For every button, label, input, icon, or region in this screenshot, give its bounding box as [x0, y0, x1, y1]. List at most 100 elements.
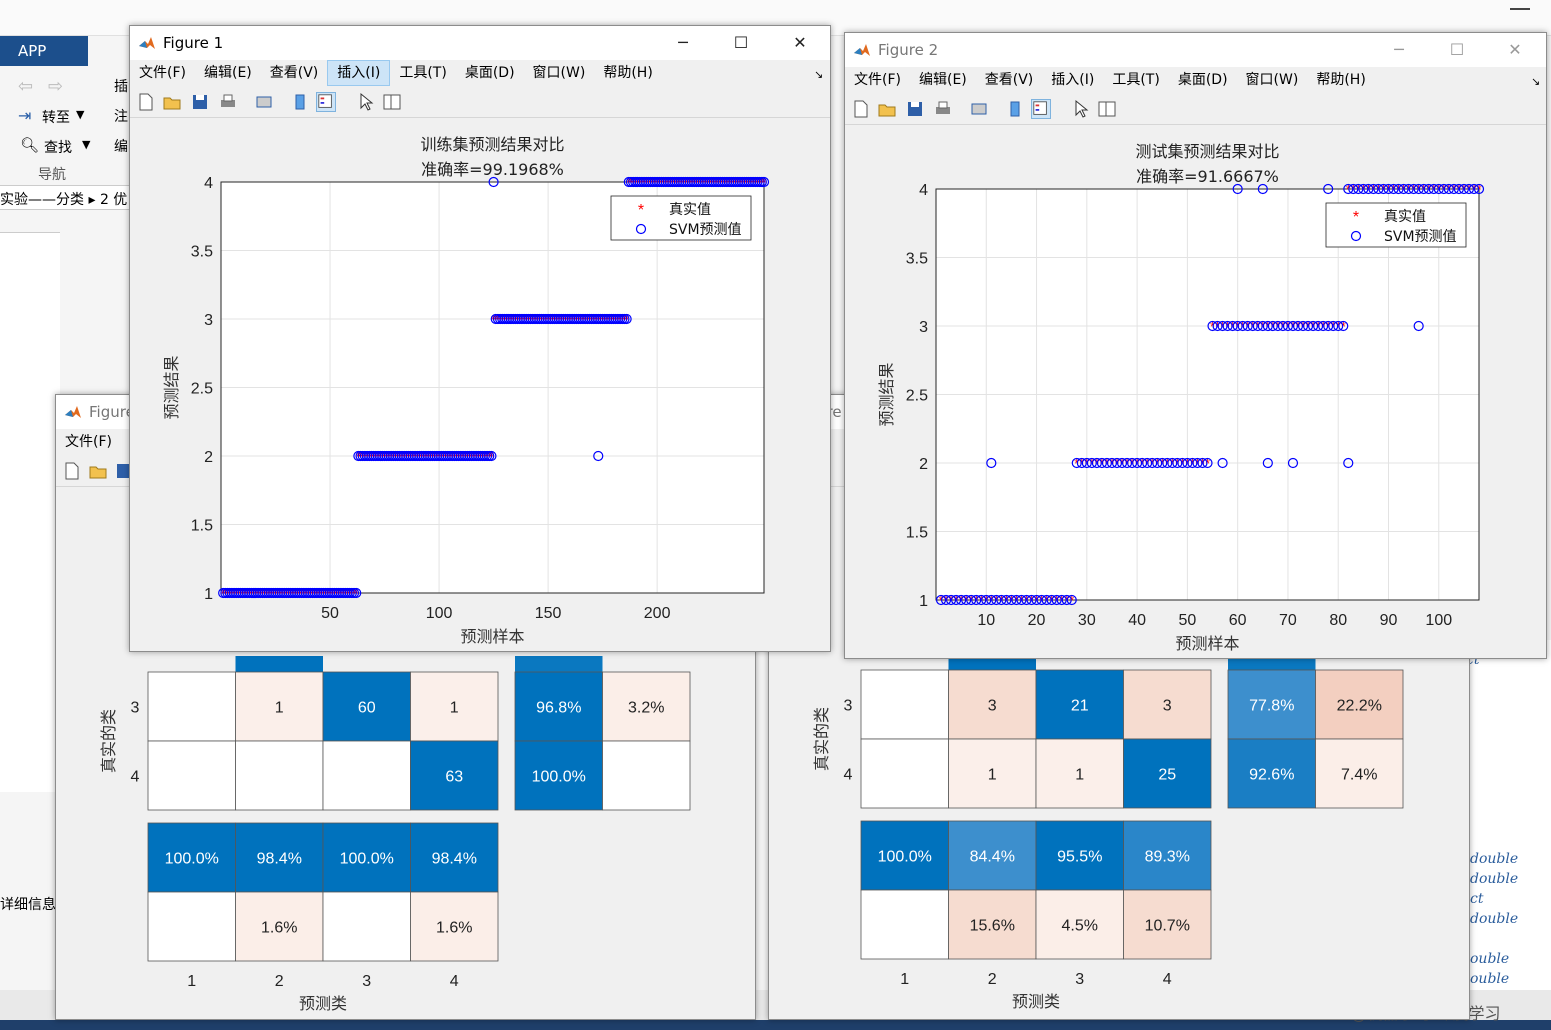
x-tick-label: 90 [1380, 612, 1398, 629]
menu-window[interactable]: 窗口(W) [1245, 72, 1299, 88]
goto-icon[interactable]: ⇥ [18, 106, 32, 125]
x-tick-label: 10 [977, 612, 995, 629]
cm-cell-value: 63 [445, 769, 463, 786]
svm-prediction-point [1413, 320, 1424, 332]
dock-arrow-icon[interactable]: ↘ [814, 68, 824, 81]
menu-edit[interactable]: 编辑(E) [918, 72, 967, 88]
svm-prediction-point [956, 594, 967, 606]
svm-prediction-point [1448, 183, 1459, 195]
menu-view[interactable]: 查看(V) [269, 65, 319, 81]
cm-col-summary-cell [147, 891, 236, 962]
chevron-down-icon[interactable]: ▼ [76, 108, 85, 121]
colorbar-icon[interactable] [1005, 99, 1025, 119]
cm-cell [410, 671, 499, 742]
open-file-icon[interactable] [162, 92, 182, 112]
forward-arrow-icon[interactable]: ⇨ [48, 76, 64, 97]
colorbar-icon[interactable] [290, 92, 310, 112]
pointer-icon[interactable] [1071, 99, 1091, 119]
svm-prediction-point [1152, 457, 1163, 469]
app-tab[interactable]: APP [0, 36, 88, 66]
new-figure-icon[interactable] [851, 99, 871, 119]
x-tick-label: 50 [1178, 612, 1196, 629]
plot-area: 50 100 150 200 1 1.5 2 2.5 3 3.5 4 * * * * * * * * * * * * * * * *… [130, 119, 830, 651]
menu-help[interactable]: 帮助(H) [1316, 72, 1366, 88]
open-file-icon[interactable] [88, 461, 108, 481]
svm-prediction-point [966, 594, 977, 606]
menu-file[interactable]: 文件(F) [854, 72, 901, 88]
search-icon[interactable]: 🔍︎ [20, 136, 40, 154]
link-plot-icon[interactable] [254, 92, 274, 112]
legend-label: 真实值 [669, 202, 711, 218]
save-icon[interactable] [190, 92, 210, 112]
cm-col-summary-value: 84.4% [970, 849, 1015, 866]
minimize-icon[interactable]: ─ [678, 33, 688, 52]
menu-edit[interactable]: 编辑(E) [203, 65, 252, 81]
legend-icon[interactable] [316, 92, 336, 112]
cm-cell-partial [235, 656, 323, 672]
close-icon[interactable]: ✕ [793, 33, 807, 52]
breadcrumb[interactable]: 实验——分类 ▸ 2 优 [0, 192, 128, 208]
chevron-down-icon[interactable]: ▼ [82, 138, 91, 151]
workspace-type: ouble [1470, 971, 1510, 987]
find-button[interactable]: 查找 [44, 140, 72, 156]
cm-col-summary-value: 100.0% [165, 851, 219, 868]
menu-view[interactable]: 查看(V) [984, 72, 1034, 88]
new-figure-icon[interactable] [62, 461, 82, 481]
ribbon-insert[interactable]: 插 [114, 79, 128, 95]
toolbar [845, 93, 1546, 125]
cm-cell [948, 669, 1037, 740]
open-file-icon[interactable] [877, 99, 897, 119]
legend-marker-true: * [1353, 209, 1359, 226]
menu-tools[interactable]: 工具(T) [399, 65, 447, 81]
svm-prediction-point [1041, 594, 1052, 606]
menu-help[interactable]: 帮助(H) [603, 65, 653, 81]
cm-cell [860, 738, 949, 809]
svm-prediction-point [1106, 457, 1118, 469]
cm-row-summary-value: 3.2% [628, 700, 664, 717]
maximize-icon[interactable]: ☐ [1449, 40, 1465, 59]
y-tick-label: 2.5 [906, 388, 928, 405]
svm-prediction-point [981, 594, 992, 606]
pointer-icon[interactable] [356, 92, 376, 112]
menu-tools[interactable]: 工具(T) [1112, 72, 1160, 88]
menu-file[interactable]: 文件(F) [139, 65, 186, 81]
cm-cell [322, 671, 411, 742]
print-icon[interactable] [218, 92, 238, 112]
svm-prediction-point [1172, 457, 1183, 469]
menu-desktop[interactable]: 桌面(D) [464, 65, 515, 81]
svm-prediction-point [971, 594, 982, 606]
save-icon[interactable] [905, 99, 925, 119]
window-minimize-bg[interactable] [1510, 8, 1530, 10]
svm-prediction-point [1463, 183, 1475, 195]
ribbon-note[interactable]: 注 [114, 109, 128, 125]
cm-col-summary-cell [860, 889, 949, 960]
close-icon[interactable]: ✕ [1508, 40, 1522, 59]
svm-prediction-point [1343, 183, 1354, 195]
maximize-icon[interactable]: ☐ [733, 33, 749, 52]
svm-prediction-point [986, 594, 997, 606]
menu-insert[interactable]: 插入(I) [1051, 72, 1095, 88]
minimize-icon[interactable]: ─ [1394, 40, 1404, 59]
legend-label: SVM预测值 [1384, 229, 1457, 245]
ribbon-edit[interactable]: 编 [114, 139, 128, 155]
dock-arrow-icon[interactable]: ↘ [1531, 75, 1541, 88]
menu-file[interactable]: 文件(F) [65, 434, 112, 450]
back-arrow-icon[interactable]: ⇦ [18, 76, 34, 97]
save-icon[interactable] [114, 461, 134, 481]
new-figure-icon[interactable] [136, 92, 156, 112]
property-editor-icon[interactable] [382, 92, 402, 112]
legend-icon[interactable] [1031, 99, 1051, 119]
cm-row-label: 3 [844, 698, 853, 715]
property-editor-icon[interactable] [1097, 99, 1117, 119]
x-tick-label: 30 [1078, 612, 1096, 629]
print-icon[interactable] [933, 99, 953, 119]
svm-prediction-point [1343, 457, 1354, 469]
menu-insert[interactable]: 插入(I) [327, 60, 391, 86]
cm-row-summary-value: 96.8% [536, 700, 581, 717]
menu-window[interactable]: 窗口(W) [532, 65, 586, 81]
cm-cell-value: 1 [450, 700, 459, 717]
workspace-type: double [1470, 871, 1519, 887]
link-plot-icon[interactable] [969, 99, 989, 119]
menu-desktop[interactable]: 桌面(D) [1177, 72, 1228, 88]
goto-button[interactable]: 转至 [42, 110, 70, 126]
